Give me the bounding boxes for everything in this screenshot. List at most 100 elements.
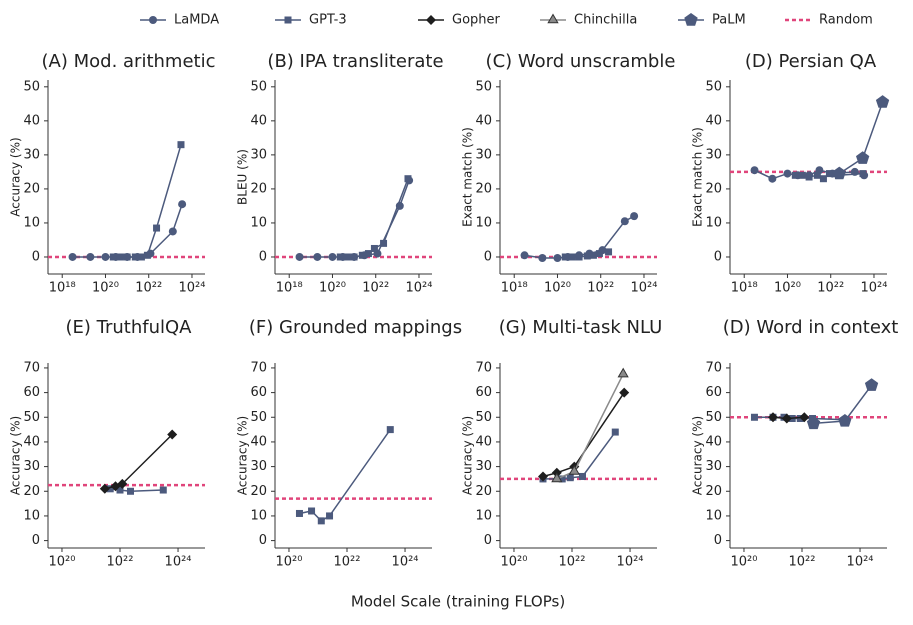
y-tick-label: 70: [705, 360, 722, 375]
y-tick-label: 70: [475, 360, 492, 375]
marker: [813, 171, 821, 179]
marker: [864, 378, 879, 391]
y-tick-label: 20: [705, 484, 722, 499]
x-tick-label: 10²²: [817, 281, 844, 296]
marker: [68, 252, 77, 261]
series-line: [104, 433, 173, 490]
chart-title: (G) Multi-task NLU: [499, 317, 663, 338]
y-tick-label: 0: [714, 533, 722, 548]
x-tick-label: 10²²: [107, 555, 134, 570]
marker: [131, 253, 139, 261]
y-tick-label: 20: [475, 181, 492, 196]
y-tick-label: 40: [705, 113, 722, 128]
marker: [568, 465, 580, 475]
y-tick-label: 60: [250, 385, 267, 400]
y-tick-label: 30: [705, 147, 722, 162]
marker: [859, 170, 867, 178]
y-tick-label: 40: [705, 434, 722, 449]
marker: [551, 472, 563, 483]
marker: [619, 387, 630, 398]
y-tick-label: 40: [475, 434, 492, 449]
chart-title: (F) Grounded mappings: [249, 317, 462, 338]
marker: [781, 413, 792, 424]
chart-title: (E) TruthfulQA: [66, 317, 193, 338]
marker: [343, 253, 351, 261]
y-tick-label: 50: [475, 410, 492, 425]
marker: [768, 174, 777, 183]
marker: [126, 487, 134, 495]
y-tick-label: 10: [23, 215, 40, 230]
legend-label: Gopher: [452, 13, 501, 28]
x-tick-label: 10¹⁸: [276, 281, 303, 296]
marker: [109, 253, 117, 261]
legend-label: GPT-3: [309, 13, 347, 28]
marker: [750, 166, 759, 175]
marker: [832, 166, 846, 180]
marker: [116, 486, 124, 494]
marker: [364, 250, 372, 258]
x-tick-label: 10²⁴: [405, 281, 432, 296]
marker: [168, 227, 177, 236]
marker: [295, 509, 303, 517]
marker: [553, 254, 562, 263]
y-tick-label: 60: [475, 385, 492, 400]
marker: [106, 485, 114, 493]
y-tick-label: 30: [250, 459, 267, 474]
y-axis-label: Accuracy (%): [9, 137, 23, 216]
y-tick-label: 40: [250, 434, 267, 449]
marker: [313, 252, 322, 261]
chart-title: (A) Mod. arithmetic: [42, 51, 216, 72]
series-line: [542, 392, 625, 478]
marker: [611, 428, 619, 436]
marker: [617, 367, 629, 378]
y-tick-label: 30: [250, 147, 267, 162]
y-tick-label: 60: [705, 385, 722, 400]
y-tick-label: 30: [23, 459, 40, 474]
y-tick-label: 40: [475, 113, 492, 128]
y-axis-label: Exact match (%): [691, 127, 705, 227]
marker: [806, 416, 821, 430]
y-tick-label: 0: [714, 249, 722, 264]
marker: [358, 251, 366, 259]
y-tick-label: 40: [23, 434, 40, 449]
marker: [143, 251, 151, 259]
x-tick-label: 10¹⁸: [501, 281, 528, 296]
marker: [538, 471, 548, 482]
x-tick-label: 10²⁰: [48, 555, 75, 570]
marker: [295, 252, 304, 261]
x-tick-label: 10²⁰: [544, 281, 571, 296]
marker: [326, 512, 334, 520]
y-tick-label: 50: [705, 410, 722, 425]
y-tick-label: 70: [23, 360, 40, 375]
marker: [123, 253, 131, 261]
y-tick-label: 10: [705, 508, 722, 523]
y-axis-label: Accuracy (%): [691, 416, 705, 495]
y-tick-label: 50: [475, 79, 492, 94]
y-tick-label: 60: [23, 385, 40, 400]
marker: [336, 253, 344, 261]
y-tick-label: 10: [705, 215, 722, 230]
x-tick-label: 10²⁰: [730, 555, 757, 570]
y-tick-label: 70: [250, 360, 267, 375]
y-tick-label: 20: [250, 484, 267, 499]
y-tick-label: 0: [32, 249, 40, 264]
y-tick-label: 0: [259, 249, 267, 264]
marker: [791, 171, 799, 179]
marker: [547, 13, 559, 24]
y-tick-label: 10: [475, 215, 492, 230]
x-tick-label: 10¹⁸: [731, 281, 758, 296]
marker: [99, 483, 110, 494]
x-tick-label: 10²⁴: [860, 281, 887, 296]
marker: [799, 412, 810, 423]
x-tick-label: 10²²: [587, 281, 614, 296]
x-tick-label: 10²⁰: [500, 555, 527, 570]
y-tick-label: 40: [23, 113, 40, 128]
marker: [177, 141, 185, 149]
marker: [317, 517, 325, 525]
y-tick-label: 0: [484, 533, 492, 548]
y-tick-label: 0: [32, 533, 40, 548]
marker: [426, 15, 436, 25]
marker: [768, 412, 778, 423]
y-tick-label: 10: [23, 508, 40, 523]
x-tick-label: 10²⁴: [178, 281, 205, 296]
